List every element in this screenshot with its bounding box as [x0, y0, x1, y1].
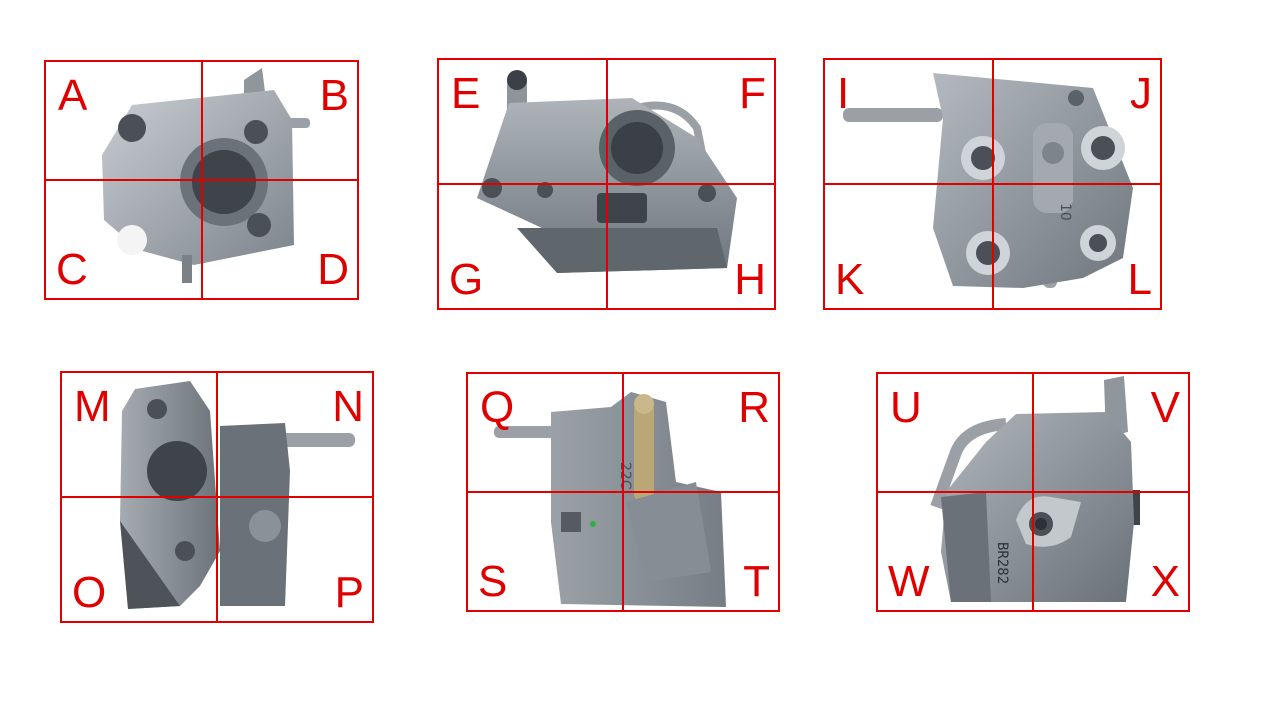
quadrant-label: G: [449, 255, 484, 304]
quadrant-label: D: [317, 245, 349, 294]
quadrant-label: M: [74, 382, 111, 431]
part-stamp: BR282: [994, 542, 1010, 584]
quadrant-label: E: [451, 69, 481, 118]
view-panel-5: 22C Q R S T: [466, 372, 780, 612]
quadrant-label: A: [58, 71, 88, 120]
part-stamp: 10: [1057, 203, 1073, 221]
quadrant-label: X: [1150, 557, 1180, 606]
quadrant-label: P: [334, 568, 364, 617]
valve-body-right-view: 22C: [494, 392, 726, 607]
quadrant-label: S: [478, 557, 508, 606]
grid-horizontal-divider: [60, 496, 374, 498]
quadrant-label: W: [888, 557, 930, 606]
grid-horizontal-divider: [876, 491, 1190, 493]
quadrant-label: N: [332, 382, 364, 431]
quadrant-label: B: [319, 71, 349, 120]
quadrant-label: T: [743, 557, 770, 606]
quadrant-label: O: [72, 568, 107, 617]
grid-horizontal-divider: [437, 183, 776, 185]
grid-horizontal-divider: [44, 179, 359, 181]
view-panel-2: E F G H: [437, 58, 776, 310]
valve-body-bottom-view: 10: [843, 73, 1133, 288]
valve-body-rear-view: BR282: [930, 376, 1140, 602]
part-stamp: 22C: [617, 462, 633, 490]
quadrant-label: V: [1150, 383, 1180, 432]
view-panel-6: BR282 U V W X: [876, 372, 1190, 612]
quadrant-label: L: [1127, 255, 1152, 304]
view-panel-3: 10 I J K L: [823, 58, 1162, 310]
quadrant-label: F: [739, 69, 766, 118]
quadrant-label: H: [734, 255, 766, 304]
quadrant-label: I: [837, 69, 850, 118]
quadrant-label: C: [56, 245, 88, 294]
view-panel-1: A B C D: [44, 60, 359, 300]
quadrant-label: J: [1130, 69, 1152, 118]
quadrant-label: K: [835, 255, 865, 304]
quadrant-label: R: [738, 383, 770, 432]
quadrant-label: Q: [480, 383, 515, 432]
valve-body-front-view: [102, 68, 310, 283]
quadrant-label: U: [890, 383, 922, 432]
valve-body-left-view: [120, 381, 355, 609]
grid-horizontal-divider: [823, 183, 1162, 185]
view-panel-4: M N O P: [60, 371, 374, 623]
grid-horizontal-divider: [466, 491, 780, 493]
